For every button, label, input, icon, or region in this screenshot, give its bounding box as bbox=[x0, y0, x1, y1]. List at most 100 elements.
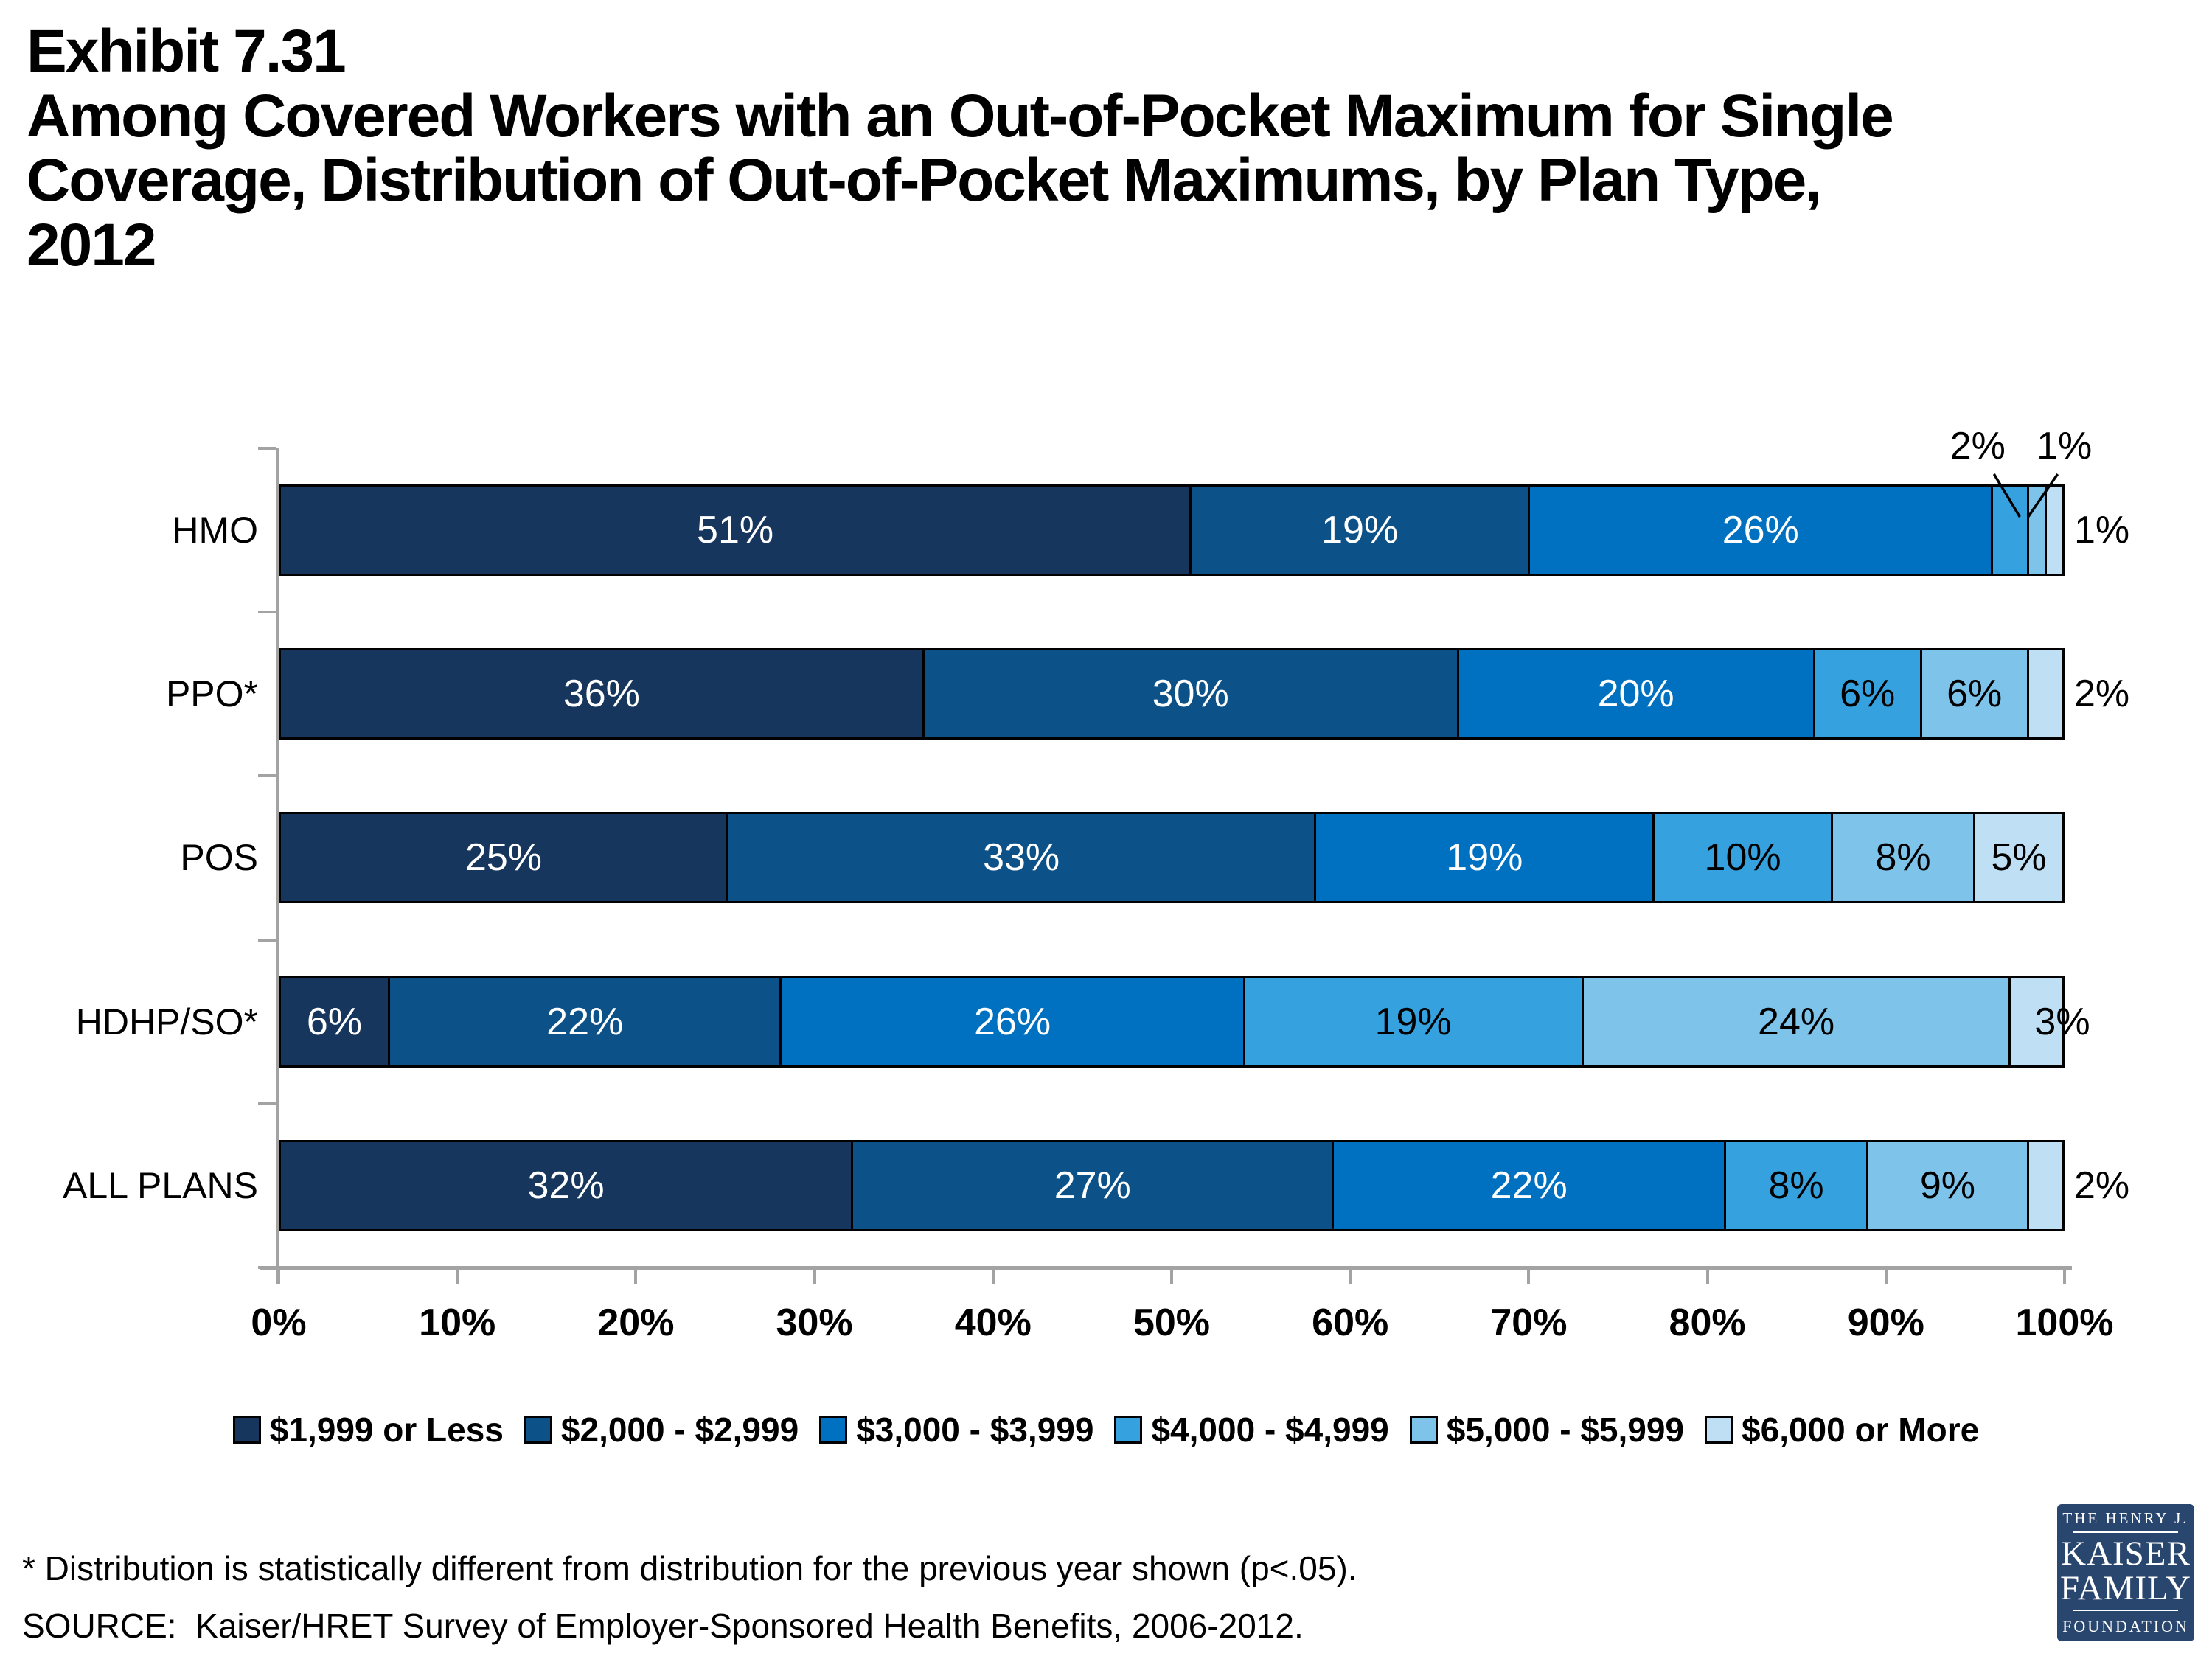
x-axis-tick bbox=[277, 1270, 280, 1284]
category-label: PPO* bbox=[165, 673, 258, 715]
segment-value-label: 51% bbox=[697, 509, 774, 552]
logo-divider-bottom bbox=[2073, 1610, 2178, 1611]
bar-segment: 24% bbox=[1581, 978, 2009, 1065]
x-axis-tick bbox=[991, 1270, 995, 1284]
x-tick-label: 20% bbox=[597, 1301, 675, 1344]
bar-segment: 8% bbox=[1830, 814, 1974, 902]
segment-value-label: 6% bbox=[1840, 672, 1896, 716]
bar-segment: 32% bbox=[281, 1141, 852, 1229]
legend-item: $3,000 - $3,999 bbox=[819, 1410, 1093, 1450]
bar-segment bbox=[2026, 1141, 2062, 1229]
segment-value-label: 6% bbox=[1947, 672, 2003, 716]
bar-row: 6% 22% 26% 19% 24% 3% bbox=[279, 975, 2090, 1068]
legend-label: $3,000 - $3,999 bbox=[856, 1411, 1094, 1449]
footnote-significance: * Distribution is statistically differen… bbox=[22, 1549, 1357, 1587]
bar-segment: 26% bbox=[1528, 487, 1992, 574]
bar-row: 36% 30% 20% 6% 6% 2% bbox=[279, 648, 2129, 740]
legend-label: $1,999 or Less bbox=[269, 1411, 504, 1449]
bar-segment: 51% bbox=[281, 487, 1190, 574]
legend-item: $1,999 or Less bbox=[232, 1410, 504, 1450]
kff-logo: THE HENRY J. KAISER FAMILY FOUNDATION bbox=[2057, 1504, 2194, 1641]
bar-segment: 6% bbox=[281, 978, 388, 1065]
x-tick-label: 10% bbox=[419, 1301, 496, 1344]
y-axis-tick bbox=[258, 1102, 276, 1105]
segment-value-label: 19% bbox=[1374, 1000, 1452, 1043]
segment-value-label-outside: 2% bbox=[2074, 1164, 2130, 1207]
x-tick-label: 60% bbox=[1312, 1301, 1389, 1344]
bar-segment: 36% bbox=[281, 650, 922, 738]
x-tick-label: 30% bbox=[776, 1301, 853, 1344]
category-label: POS bbox=[180, 837, 258, 879]
segment-value-label: 32% bbox=[527, 1164, 605, 1207]
bar-segment bbox=[2044, 487, 2062, 574]
x-axis-tick bbox=[1884, 1270, 1888, 1284]
y-axis-tick bbox=[258, 938, 276, 942]
segment-value-label-edge: 3% bbox=[2034, 1000, 2090, 1043]
segment-value-label: 9% bbox=[1919, 1164, 1975, 1207]
callout-value-label: 1% bbox=[2037, 425, 2093, 467]
x-axis-tick bbox=[2063, 1270, 2066, 1284]
page-title: Exhibit 7.31 Among Covered Workers with … bbox=[27, 18, 1894, 279]
legend-item: $2,000 - $2,999 bbox=[524, 1410, 799, 1450]
segment-value-label: 20% bbox=[1597, 672, 1674, 716]
bar-row: 25% 33% 19% 10% 8% 5% bbox=[279, 812, 2065, 904]
legend-swatch bbox=[232, 1416, 261, 1444]
legend-label: $6,000 or More bbox=[1742, 1411, 1980, 1449]
bar-segment: 10% bbox=[1652, 814, 1831, 902]
bar-segment: 27% bbox=[851, 1141, 1332, 1229]
segment-value-label-outside: 1% bbox=[2074, 509, 2130, 552]
title-line-3: Coverage, Distribution of Out-of-Pocket … bbox=[27, 147, 1822, 215]
y-axis-tick bbox=[258, 611, 276, 614]
x-tick-label: 70% bbox=[1490, 1301, 1568, 1344]
bar-segment: 22% bbox=[387, 978, 780, 1065]
legend-swatch bbox=[1409, 1416, 1438, 1444]
segment-value-label-outside: 2% bbox=[2074, 672, 2130, 716]
title-line-1: Exhibit 7.31 bbox=[27, 18, 347, 85]
segment-value-label: 22% bbox=[546, 1000, 624, 1043]
bar-segment: 33% bbox=[726, 814, 1315, 902]
x-axis-tick bbox=[1527, 1270, 1531, 1284]
bar-segment: 19% bbox=[1314, 814, 1653, 902]
title-line-2: Among Covered Workers with an Out-of-Poc… bbox=[27, 82, 1894, 150]
bar-row: 32% 27% 22% 8% 9% 2% bbox=[279, 1139, 2129, 1231]
bar-row: 51% 19% 26% 1% bbox=[279, 484, 2129, 576]
logo-text-henry: THE HENRY J. bbox=[2062, 1509, 2189, 1527]
x-tick-label: 100% bbox=[2015, 1301, 2114, 1344]
bar-segment: 5% bbox=[1973, 814, 2062, 902]
segment-value-label: 5% bbox=[1991, 836, 2047, 880]
x-axis-tick bbox=[1705, 1270, 1709, 1284]
logo-text-kaiser: KAISER bbox=[2061, 1534, 2191, 1573]
bar-segment: 20% bbox=[1456, 650, 1813, 738]
segment-value-label: 36% bbox=[563, 672, 640, 716]
category-label: HMO bbox=[172, 509, 258, 551]
y-axis-tick bbox=[258, 774, 276, 778]
bar-segment: 8% bbox=[1723, 1141, 1867, 1229]
segment-value-label: 8% bbox=[1875, 836, 1931, 880]
segment-value-label: 22% bbox=[1490, 1164, 1568, 1207]
category-label: HDHP/SO* bbox=[75, 1001, 258, 1043]
x-axis-tick bbox=[1349, 1270, 1352, 1284]
bar-segment: 6% bbox=[1812, 650, 1920, 738]
segment-value-label: 10% bbox=[1704, 836, 1781, 880]
bar-segment: 9% bbox=[1866, 1141, 2027, 1229]
legend-swatch bbox=[524, 1416, 552, 1444]
bar-segment: 30% bbox=[922, 650, 1457, 738]
bar-segment bbox=[2026, 487, 2045, 574]
title-line-4: 2012 bbox=[27, 212, 156, 279]
callout-value-label: 2% bbox=[1950, 425, 2006, 467]
x-tick-label: 90% bbox=[1847, 1301, 1924, 1344]
legend-label: $4,000 - $4,999 bbox=[1151, 1411, 1389, 1449]
legend-item: $5,000 - $5,999 bbox=[1409, 1410, 1684, 1450]
segment-value-label: 26% bbox=[974, 1000, 1051, 1043]
bar-segment bbox=[1991, 487, 2027, 574]
x-axis-tick bbox=[634, 1270, 638, 1284]
segment-value-label: 25% bbox=[465, 836, 543, 880]
x-axis-line bbox=[260, 1266, 2072, 1270]
bar-segment: 26% bbox=[779, 978, 1243, 1065]
y-axis-tick bbox=[258, 447, 276, 450]
category-label: ALL PLANS bbox=[63, 1164, 258, 1206]
x-tick-label: 40% bbox=[954, 1301, 1032, 1344]
bar-segment: 25% bbox=[281, 814, 726, 902]
bar-segment: 19% bbox=[1189, 487, 1528, 574]
